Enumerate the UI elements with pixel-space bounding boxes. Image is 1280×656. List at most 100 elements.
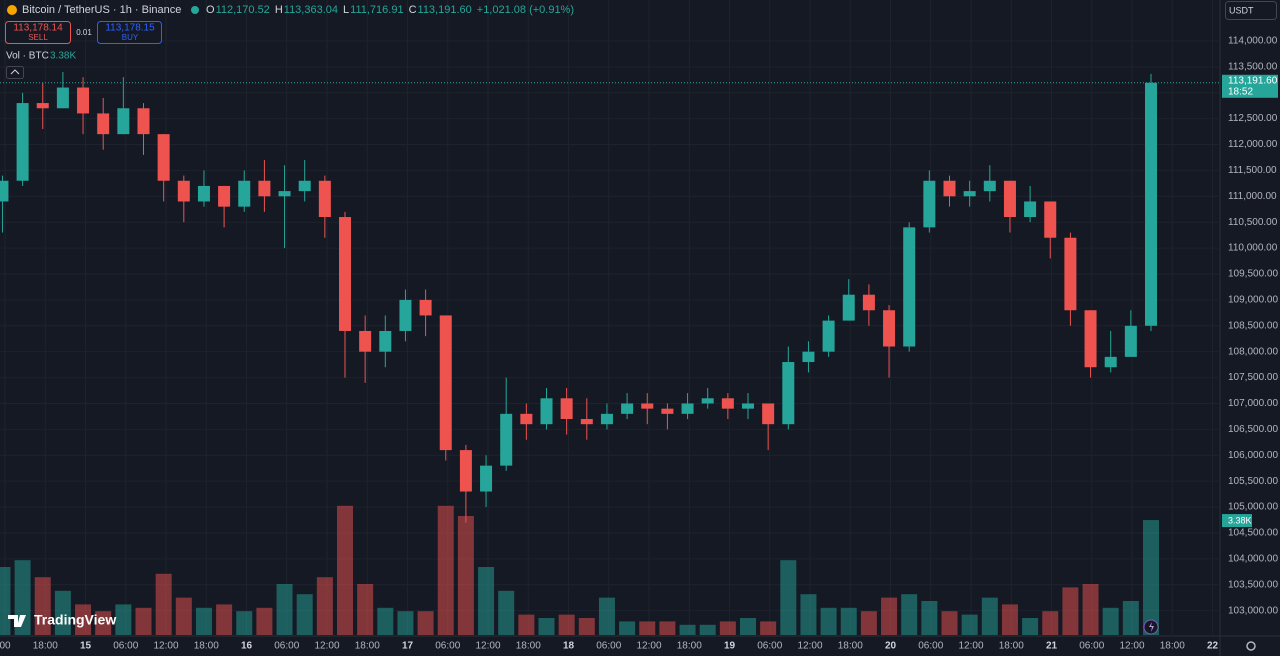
y-tick-label: 110,000.00 bbox=[1228, 243, 1278, 254]
countdown: 18:52 bbox=[1228, 86, 1253, 97]
collapse-button[interactable] bbox=[6, 66, 24, 79]
y-tick-label: 109,500.00 bbox=[1228, 269, 1278, 280]
candle-body bbox=[379, 330, 392, 352]
volume-bar bbox=[316, 577, 333, 635]
candle-body bbox=[963, 191, 976, 197]
sell-price: 113,178.14 bbox=[13, 23, 63, 34]
candle-body bbox=[641, 403, 654, 409]
volume-bar bbox=[961, 614, 978, 635]
candle-body bbox=[983, 180, 996, 192]
sell-button[interactable] bbox=[5, 21, 71, 44]
x-tick-label: 12:00 bbox=[314, 641, 339, 652]
volume-bar bbox=[1143, 520, 1159, 635]
candle-body bbox=[540, 398, 553, 425]
candle-body bbox=[943, 180, 956, 197]
candle-body bbox=[600, 413, 613, 425]
volume-bar bbox=[780, 560, 797, 635]
candle-body bbox=[459, 450, 472, 492]
volume-bar bbox=[921, 601, 938, 635]
x-tick-label: 16 bbox=[241, 641, 253, 652]
volume-bar bbox=[337, 505, 353, 635]
symbol-icon[interactable] bbox=[7, 5, 17, 15]
y-tick-label: 104,000.00 bbox=[1228, 554, 1278, 565]
candle-body bbox=[681, 403, 694, 414]
x-tick-label: 06:00 bbox=[918, 641, 943, 652]
candle-body bbox=[1064, 237, 1077, 311]
volume-bar bbox=[1102, 607, 1119, 635]
volume-bar bbox=[115, 604, 132, 635]
ohlc-key: O bbox=[206, 4, 215, 16]
y-tick-label: 107,000.00 bbox=[1228, 398, 1278, 409]
replay-bolt bbox=[1149, 622, 1154, 632]
x-tick-label: 17 bbox=[402, 641, 414, 652]
volume-bar bbox=[719, 621, 736, 635]
volume-bar bbox=[901, 594, 918, 635]
buy-price: 113,178.15 bbox=[105, 23, 155, 34]
y-tick-label: 109,000.00 bbox=[1228, 295, 1278, 306]
ohlc: O 112,170.52 H 113,363.04 L 111,716.91 C 113,19… bbox=[206, 4, 472, 16]
candle-body bbox=[399, 299, 412, 331]
volume-bar bbox=[296, 594, 313, 635]
x-tick-label: 12:00 bbox=[475, 641, 500, 652]
y-tick-label: 112,500.00 bbox=[1228, 113, 1278, 124]
candle-body bbox=[822, 320, 835, 352]
volume-tag bbox=[1222, 514, 1252, 528]
marks bbox=[0, 71, 1159, 635]
candle-body bbox=[842, 294, 855, 321]
last-price-label: 113,191.60 bbox=[1228, 75, 1278, 86]
y-tick-label: 110,500.00 bbox=[1228, 217, 1278, 228]
volume-bar bbox=[195, 607, 212, 635]
buy-button[interactable] bbox=[97, 21, 162, 44]
x-tick-label: 18:00 bbox=[516, 641, 541, 652]
candle-body bbox=[762, 403, 775, 425]
candle-body bbox=[359, 330, 372, 352]
candle-body bbox=[1124, 325, 1137, 357]
volume-bar bbox=[598, 597, 615, 635]
ohlc-value: 112,170.52 bbox=[216, 4, 270, 16]
volume-tag-label: 3.38K bbox=[1228, 515, 1252, 525]
ohlc-key: H bbox=[275, 4, 283, 16]
candle-body bbox=[580, 419, 593, 425]
x-tick-label: 18:00 bbox=[194, 641, 219, 652]
candle-body bbox=[318, 180, 331, 218]
candle-body bbox=[480, 465, 493, 492]
y-tick-label: 111,000.00 bbox=[1228, 191, 1277, 202]
candle-body bbox=[621, 403, 634, 414]
volume-bar bbox=[639, 621, 656, 635]
y-tick-label: 103,000.00 bbox=[1228, 605, 1278, 616]
x-tick-label: 06:00 bbox=[435, 641, 460, 652]
x-tick-label: 20 bbox=[885, 641, 897, 652]
x-tick-label: 18:00 bbox=[677, 641, 702, 652]
collapse-icon bbox=[10, 69, 20, 75]
candle-body bbox=[16, 103, 29, 181]
candle-body bbox=[177, 180, 190, 202]
candle-body bbox=[36, 103, 49, 109]
candle-body bbox=[1003, 180, 1016, 218]
volume-bar bbox=[34, 577, 51, 635]
volume-bar bbox=[437, 505, 454, 635]
y-tick-label: 103,500.00 bbox=[1228, 579, 1278, 590]
candle-body bbox=[439, 315, 452, 451]
x-tick-label: 12:00 bbox=[958, 641, 983, 652]
settings-icon[interactable] bbox=[1246, 641, 1256, 651]
x-tick-label: 12:00 bbox=[1119, 641, 1144, 652]
y-tick-label: 105,000.00 bbox=[1228, 502, 1278, 513]
symbol[interactable]: Bitcoin / TetherUS · 1h · Binance bbox=[22, 4, 181, 16]
volume-bar bbox=[1042, 611, 1059, 635]
volume-bar bbox=[881, 597, 898, 635]
candle-body bbox=[258, 180, 271, 197]
candle-body bbox=[802, 351, 815, 363]
candle-body bbox=[218, 185, 231, 207]
x-tick-label: 06:00 bbox=[596, 641, 621, 652]
x-tick-label: 18:00 bbox=[999, 641, 1024, 652]
volume-bar bbox=[679, 624, 696, 635]
volume-bar bbox=[417, 611, 434, 635]
currency-button[interactable] bbox=[1225, 1, 1277, 20]
branding[interactable]: TradingView bbox=[34, 612, 116, 628]
sell-label: SELL bbox=[28, 33, 48, 42]
candle-body bbox=[520, 413, 533, 425]
candle-body bbox=[298, 180, 311, 192]
volume-bar bbox=[1022, 618, 1039, 635]
candle-body bbox=[77, 87, 90, 114]
